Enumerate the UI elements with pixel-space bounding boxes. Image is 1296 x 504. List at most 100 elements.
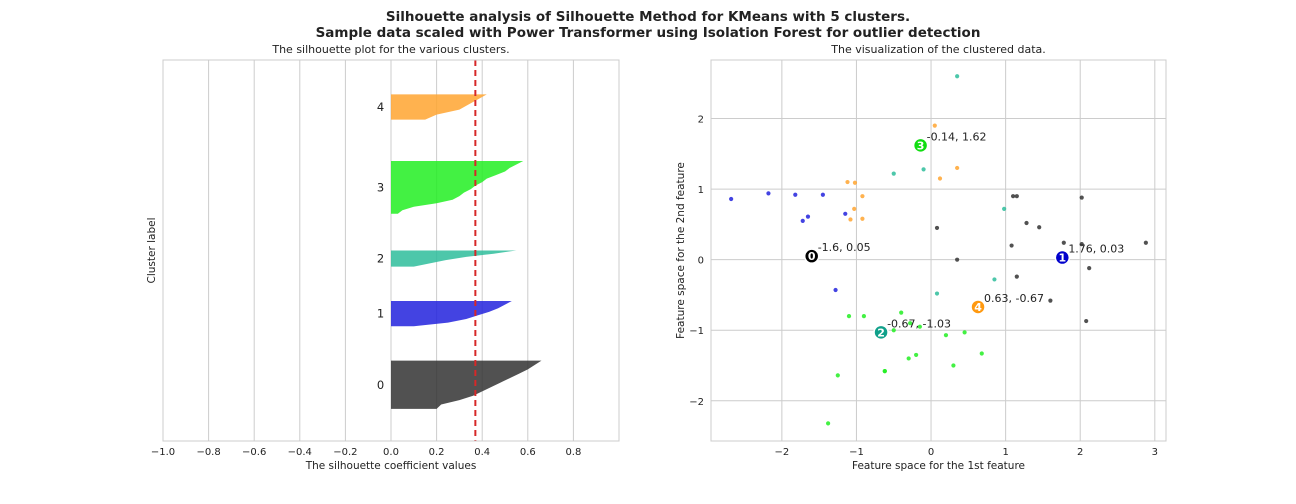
centroid-number-0: 0	[808, 250, 816, 263]
x-tick-label: −0.6	[242, 447, 266, 458]
data-point-cluster-1	[833, 287, 838, 293]
x-tick-label: 0.8	[565, 447, 581, 458]
silhouette-cluster-0	[391, 360, 542, 409]
x-axis-label: The silhouette coefficient values	[305, 460, 477, 472]
data-point-cluster-4	[852, 180, 858, 185]
data-point-cluster-0	[1143, 240, 1148, 245]
cluster-label-0: 0	[377, 378, 384, 392]
x-tick-label: 0.4	[474, 447, 490, 458]
centroid-number-2: 2	[877, 326, 885, 339]
centroid-number-4: 4	[974, 301, 982, 314]
cluster-label-3: 3	[377, 180, 384, 194]
data-point-cluster-0	[1014, 274, 1019, 279]
data-point-cluster-3	[943, 333, 949, 338]
data-point-cluster-2	[992, 277, 997, 282]
data-point-cluster-0	[934, 225, 940, 231]
data-point-cluster-3	[908, 321, 913, 326]
x-tick-label: 0.2	[429, 447, 445, 458]
data-point-cluster-1	[800, 218, 805, 223]
x-tick-label: −0.4	[288, 447, 312, 458]
y-axis-label: Feature space for the 2nd feature	[675, 162, 687, 339]
data-point-cluster-2	[1002, 206, 1007, 211]
data-point-cluster-3	[846, 314, 852, 319]
data-point-cluster-4	[932, 123, 937, 128]
data-point-cluster-3	[899, 310, 904, 315]
x-tick-label: −1.0	[151, 447, 175, 458]
x-tick-label: −0.2	[333, 447, 357, 458]
y-tick-label: 2	[698, 115, 704, 126]
y-tick-label: −2	[689, 397, 704, 408]
centroid-marker-1	[1054, 249, 1071, 266]
x-tick-label: 0.6	[520, 447, 536, 458]
data-point-cluster-1	[805, 214, 811, 219]
suptitle-line-1: Silhouette analysis of Silhouette Method…	[385, 9, 911, 25]
data-point-cluster-3	[891, 328, 896, 333]
data-point-cluster-4	[860, 194, 865, 199]
silhouette-plot: −1.0 −0.8 −0.6 −0.4 −0.2 0.0 0.2 0.4 0.6 0.8 0 1 2 3 4…	[146, 43, 620, 472]
cluster-label-2: 2	[377, 252, 384, 266]
data-point-cluster-0	[1014, 194, 1019, 199]
data-point-cluster-1	[820, 192, 825, 197]
centroid-number-1: 1	[1058, 252, 1066, 265]
plot-area	[711, 60, 1166, 441]
data-point-cluster-0	[1079, 242, 1084, 247]
x-axis-label: Feature space for the 1st feature	[852, 460, 1025, 472]
plot-frame	[710, 59, 1167, 442]
x-tick-label: −2	[774, 447, 789, 458]
data-point-cluster-0	[1079, 195, 1084, 200]
data-point-cluster-4	[852, 206, 857, 211]
data-point-cluster-1	[766, 191, 771, 196]
data-point-cluster-0	[955, 257, 960, 262]
data-point-cluster-3	[951, 363, 956, 368]
data-point-cluster-0	[1010, 194, 1016, 199]
data-point-cluster-3	[979, 351, 984, 356]
data-point-cluster-3	[917, 324, 922, 329]
plot-frame	[162, 59, 620, 442]
x-tick-label: 0	[928, 447, 934, 458]
data-point-cluster-1	[843, 211, 848, 216]
centroid-marker-0	[803, 248, 820, 264]
x-tick-label: −0.8	[196, 447, 220, 458]
centroid-annotation-1: 1.76, 0.03	[1068, 243, 1124, 256]
centroid-marker-2	[873, 324, 889, 341]
data-point-cluster-0	[1024, 220, 1029, 226]
data-point-cluster-4	[955, 165, 960, 171]
data-point-cluster-3	[861, 314, 867, 319]
y-tick-label: 1	[698, 185, 704, 196]
data-point-cluster-2	[921, 167, 926, 172]
centroid-annotation-0: -1.6, 0.05	[818, 241, 871, 254]
silhouette-cluster-4	[391, 94, 487, 120]
data-point-cluster-0	[1087, 266, 1092, 271]
y-tick-label: −1	[689, 326, 704, 337]
y-tick-label: 0	[698, 256, 704, 267]
plot-title: The silhouette plot for the various clus…	[271, 43, 509, 56]
data-point-cluster-0	[1048, 298, 1053, 303]
cluster-label-1: 1	[377, 307, 384, 321]
centroid-annotation-3: -0.14, 1.62	[927, 130, 987, 143]
data-point-cluster-1	[729, 196, 734, 202]
y-axis-label: Cluster label	[146, 218, 158, 284]
data-point-cluster-2	[891, 171, 896, 176]
data-point-cluster-0	[1061, 240, 1066, 245]
data-point-cluster-3	[962, 330, 967, 335]
data-point-cluster-4	[860, 216, 865, 221]
centroid-annotation-2: -0.67, -1.03	[887, 317, 951, 330]
x-tick-label: 1	[1002, 447, 1008, 458]
centroid-annotation-4: 0.63, -0.67	[984, 292, 1044, 305]
data-point-cluster-0	[1084, 318, 1089, 324]
data-point-cluster-2	[934, 291, 940, 296]
plot-title: The visualization of the clustered data.	[830, 43, 1046, 56]
data-point-cluster-0	[1037, 225, 1042, 230]
data-point-cluster-3	[826, 421, 831, 426]
data-point-cluster-4	[845, 179, 850, 185]
silhouette-cluster-3	[391, 160, 524, 214]
data-point-cluster-3	[914, 352, 919, 358]
data-point-cluster-1	[793, 192, 798, 197]
data-point-cluster-4	[848, 217, 853, 222]
data-point-cluster-3	[906, 356, 911, 361]
x-tick-label: −1	[849, 447, 864, 458]
silhouette-cluster-2	[391, 250, 517, 267]
data-point-cluster-4	[937, 176, 943, 181]
cluster-label-4: 4	[377, 100, 384, 114]
